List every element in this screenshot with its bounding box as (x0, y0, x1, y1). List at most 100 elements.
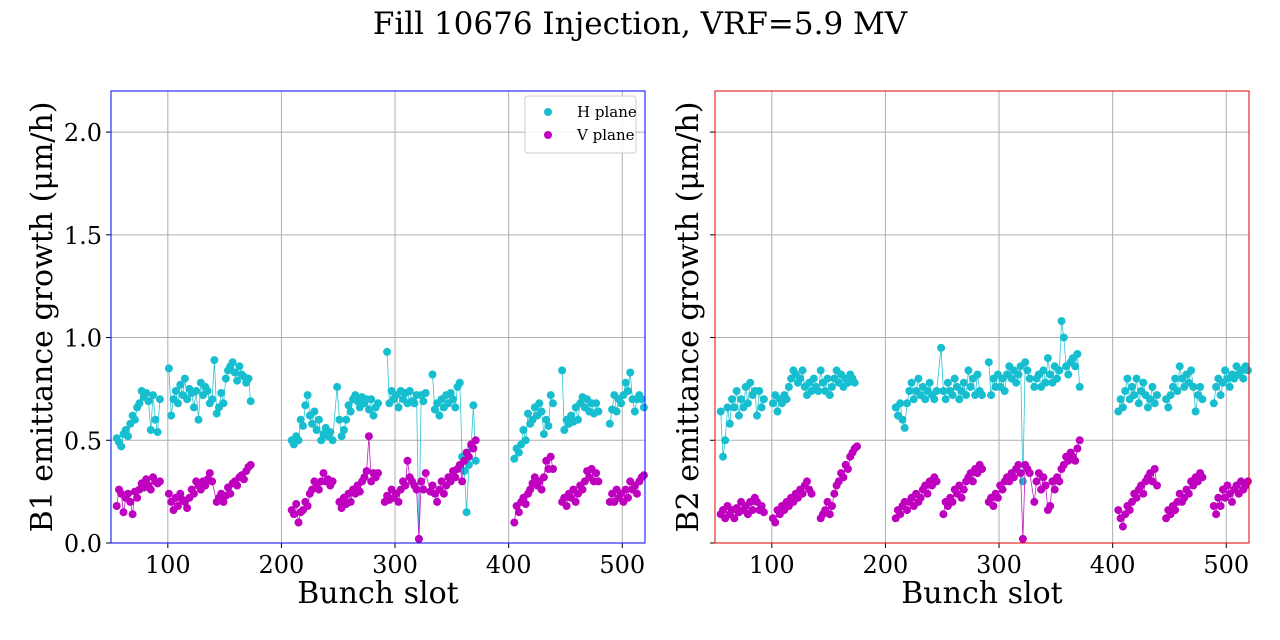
v-plane-point (208, 477, 217, 486)
v-plane-point (205, 469, 214, 478)
h-plane-point (535, 399, 544, 408)
h-plane-point (948, 391, 957, 400)
figure-title: Fill 10676 Injection, VRF=5.9 MV (372, 6, 908, 42)
h-plane-point (339, 426, 348, 434)
h-plane-point (1239, 374, 1248, 383)
h-plane-point (135, 399, 144, 408)
h-plane-point (149, 391, 157, 400)
h-plane-point (510, 454, 519, 463)
h-plane-point (1075, 382, 1084, 391)
h-plane-point (326, 428, 335, 437)
v-plane-point (469, 444, 478, 453)
h-plane-point (221, 374, 230, 383)
h-plane-point (1134, 399, 1143, 408)
h-plane-point (1021, 358, 1030, 367)
v-plane-point (825, 510, 834, 519)
legend-label: H plane (577, 103, 637, 121)
h-plane-point (1012, 378, 1021, 387)
h-plane-point (539, 430, 548, 439)
v-plane-point (239, 475, 248, 484)
h-plane-point (235, 362, 244, 371)
h-plane-point (930, 395, 939, 404)
v-plane-point (562, 502, 571, 510)
h-plane-point (146, 426, 155, 434)
h-plane-point (405, 387, 414, 395)
h-plane-point (734, 411, 743, 420)
h-plane-point (449, 395, 457, 404)
h-plane-point (121, 426, 130, 434)
x-tick-label: 400 (486, 551, 532, 579)
h-plane-point (814, 387, 823, 395)
v-plane-point (549, 465, 557, 473)
h-plane-point (1128, 382, 1136, 391)
h-plane-point (637, 395, 646, 404)
h-plane-point (312, 426, 321, 434)
h-plane-point (317, 436, 326, 445)
y-axis-label: B2 emittance growth (μm/h) (671, 102, 706, 533)
h-plane-point (1139, 378, 1148, 387)
h-plane-point (1121, 387, 1130, 395)
v-plane-point (417, 477, 426, 486)
h-plane-point (909, 395, 918, 404)
h-plane-point (519, 426, 528, 434)
v-plane-point (176, 489, 185, 498)
v-plane-point (1032, 477, 1041, 486)
h-plane-point (192, 387, 201, 395)
h-plane-point (428, 370, 437, 379)
h-plane-legend-marker (544, 108, 552, 116)
h-plane-point (1221, 366, 1230, 375)
h-plane-point (546, 391, 555, 400)
h-plane-point (612, 407, 621, 416)
h-plane-point (984, 358, 993, 367)
h-plane-point (798, 366, 807, 375)
h-plane-point (155, 395, 164, 404)
v-plane-point (803, 477, 811, 486)
v-plane-point (1125, 506, 1134, 515)
h-plane-point (728, 395, 736, 404)
h-plane-point (296, 415, 305, 424)
h-plane-point (351, 391, 360, 400)
h-plane-point (973, 370, 982, 379)
h-plane-point (333, 382, 342, 391)
h-plane-point (246, 397, 255, 406)
v-plane-point (828, 502, 836, 510)
h-plane-point (446, 389, 455, 397)
h-plane-point (219, 399, 228, 408)
v-plane-point (730, 514, 739, 523)
h-plane-point (725, 419, 734, 428)
h-plane-point (151, 415, 160, 424)
h-plane-point (1171, 374, 1180, 383)
x-tick-label: 300 (372, 551, 418, 579)
h-plane-point (344, 401, 353, 410)
v-plane-point (1114, 506, 1123, 515)
h-plane-point (900, 423, 909, 432)
h-plane-point (759, 395, 768, 404)
h-plane-point (421, 389, 430, 397)
h-plane-point (542, 415, 551, 424)
h-plane-point (314, 415, 323, 424)
h-plane-point (1164, 403, 1173, 412)
v-plane-point (112, 502, 121, 510)
h-plane-point (233, 376, 242, 385)
v-plane-point (843, 465, 852, 473)
v-plane-point (133, 493, 142, 502)
v-plane-point (355, 487, 364, 496)
h-plane-point (1064, 370, 1073, 379)
h-plane-point (1166, 391, 1175, 400)
h-plane-point (1118, 403, 1127, 412)
v-plane-point (292, 500, 301, 508)
v-plane-point (412, 485, 421, 494)
v-plane-point (571, 497, 580, 506)
h-plane-point (1153, 391, 1161, 400)
v-plane-point (578, 485, 587, 494)
h-plane-point (639, 403, 648, 412)
h-plane-point (153, 428, 162, 437)
h-plane-point (1053, 374, 1061, 383)
h-plane-point (743, 399, 752, 408)
h-plane-point (966, 382, 975, 391)
v-plane-point (1118, 522, 1127, 531)
v-plane-point (142, 475, 151, 484)
h-plane-point (1030, 382, 1039, 391)
h-plane-point (825, 391, 834, 400)
v-plane-point (1212, 510, 1221, 519)
